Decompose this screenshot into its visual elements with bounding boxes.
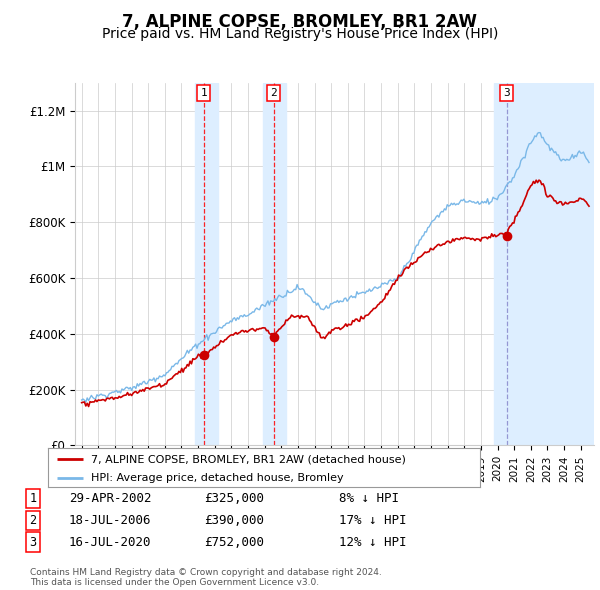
Text: 8% ↓ HPI: 8% ↓ HPI bbox=[339, 492, 399, 505]
Text: £390,000: £390,000 bbox=[204, 514, 264, 527]
Bar bbox=[195, 83, 218, 445]
Text: 16-JUL-2020: 16-JUL-2020 bbox=[69, 536, 151, 549]
Bar bbox=[494, 83, 594, 445]
Text: £752,000: £752,000 bbox=[204, 536, 264, 549]
Text: 7, ALPINE COPSE, BROMLEY, BR1 2AW: 7, ALPINE COPSE, BROMLEY, BR1 2AW bbox=[122, 13, 478, 31]
Text: 12% ↓ HPI: 12% ↓ HPI bbox=[339, 536, 407, 549]
Text: 29-APR-2002: 29-APR-2002 bbox=[69, 492, 151, 505]
Text: 17% ↓ HPI: 17% ↓ HPI bbox=[339, 514, 407, 527]
Text: 3: 3 bbox=[503, 88, 510, 98]
Text: £325,000: £325,000 bbox=[204, 492, 264, 505]
Text: 1: 1 bbox=[200, 88, 207, 98]
Text: Price paid vs. HM Land Registry's House Price Index (HPI): Price paid vs. HM Land Registry's House … bbox=[102, 27, 498, 41]
Bar bbox=[263, 83, 286, 445]
Text: 18-JUL-2006: 18-JUL-2006 bbox=[69, 514, 151, 527]
Text: 7, ALPINE COPSE, BROMLEY, BR1 2AW (detached house): 7, ALPINE COPSE, BROMLEY, BR1 2AW (detac… bbox=[91, 454, 406, 464]
Text: 2: 2 bbox=[270, 88, 277, 98]
Text: Contains HM Land Registry data © Crown copyright and database right 2024.
This d: Contains HM Land Registry data © Crown c… bbox=[30, 568, 382, 587]
Text: 2: 2 bbox=[29, 514, 37, 527]
Text: 3: 3 bbox=[29, 536, 37, 549]
Text: 1: 1 bbox=[29, 492, 37, 505]
Text: HPI: Average price, detached house, Bromley: HPI: Average price, detached house, Brom… bbox=[91, 473, 344, 483]
